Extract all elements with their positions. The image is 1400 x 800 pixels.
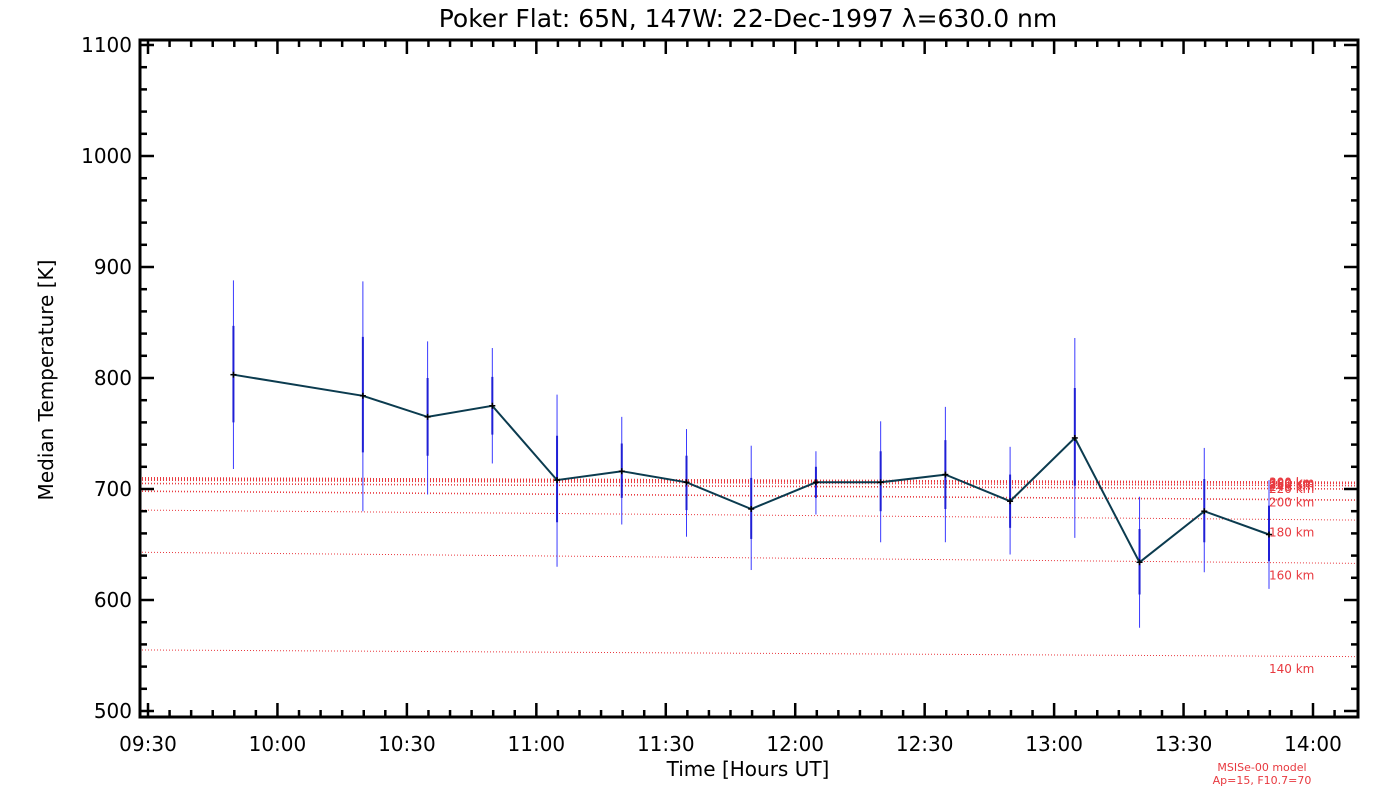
y-tick-label: 1000 xyxy=(81,144,132,168)
model-note-line-2: Ap=15, F10.7=70 xyxy=(1213,774,1312,787)
model-curve xyxy=(141,477,1357,484)
data-point-marker xyxy=(1007,498,1014,505)
x-tick-label: 09:30 xyxy=(119,732,177,756)
model-curve xyxy=(141,482,1357,490)
data-point-marker xyxy=(618,468,625,475)
x-tick-label: 11:00 xyxy=(508,732,566,756)
data-point-marker xyxy=(1265,531,1272,538)
model-curve-label: 300 km xyxy=(1269,475,1314,489)
x-tick-label: 12:00 xyxy=(766,732,824,756)
y-tick-label: 900 xyxy=(94,255,132,279)
data-point-marker xyxy=(748,505,755,512)
data-point-marker xyxy=(1201,508,1208,515)
model-curve-label: 260 km xyxy=(1269,478,1314,492)
x-tick-label: 11:30 xyxy=(637,732,695,756)
model-curve-label: 280 km xyxy=(1269,476,1314,490)
y-tick-label: 600 xyxy=(94,588,132,612)
chart-title: Poker Flat: 65N, 147W: 22-Dec-1997 λ=630… xyxy=(439,4,1058,33)
plot-frame xyxy=(138,38,1360,719)
error-bars xyxy=(232,280,1270,628)
model-curve xyxy=(141,490,1357,501)
data-point-marker xyxy=(683,479,690,486)
y-tick-label: 800 xyxy=(94,366,132,390)
data-point-marker xyxy=(230,371,237,378)
data-point-marker xyxy=(1071,434,1078,441)
x-tick-label: 13:30 xyxy=(1155,732,1213,756)
data-point-marker xyxy=(877,479,884,486)
x-tick-label: 10:30 xyxy=(378,732,436,756)
x-tick-label: 10:00 xyxy=(249,732,307,756)
model-note-line-1: MSISe-00 model xyxy=(1217,761,1306,774)
x-axis-tick-labels: 09:30 10:00 10:30 11:00 11:30 12:00 12:30 13:00… xyxy=(119,732,1342,756)
data-point-marker xyxy=(359,392,366,399)
y-tick-label: 1100 xyxy=(81,33,132,57)
x-tick-label: 12:30 xyxy=(896,732,954,756)
model-curve-label: 140 km xyxy=(1269,662,1314,676)
temperature-line xyxy=(233,373,1270,564)
model-curve xyxy=(141,509,1357,521)
data-point-marker xyxy=(812,479,819,486)
model-curve-label: 180 km xyxy=(1269,525,1314,539)
y-axis-tick-labels: 500 600 700 800 900 1000 1100 xyxy=(81,33,132,723)
data-point-marker xyxy=(424,413,431,420)
data-point-marker xyxy=(489,402,496,409)
model-curve-label: 200 km xyxy=(1269,495,1314,509)
y-tick-label: 500 xyxy=(94,699,132,723)
model-curve-label: 160 km xyxy=(1269,569,1314,583)
temperature-series xyxy=(230,371,1272,566)
y-tick-label: 700 xyxy=(94,477,132,501)
x-tick-label: 13:00 xyxy=(1025,732,1083,756)
data-point-marker xyxy=(942,471,949,478)
y-axis-label: Median Temperature [K] xyxy=(34,260,58,501)
model-curve xyxy=(141,478,1357,485)
data-point-marker xyxy=(1136,559,1143,566)
model-curve xyxy=(141,479,1357,487)
model-curve xyxy=(141,477,1357,484)
model-curve xyxy=(141,551,1357,564)
x-axis-label: Time [Hours UT] xyxy=(666,757,830,781)
x-tick-label: 14:00 xyxy=(1284,732,1342,756)
axis-ticks xyxy=(140,40,1358,717)
data-point-marker xyxy=(554,477,561,484)
model-curve xyxy=(141,649,1357,658)
